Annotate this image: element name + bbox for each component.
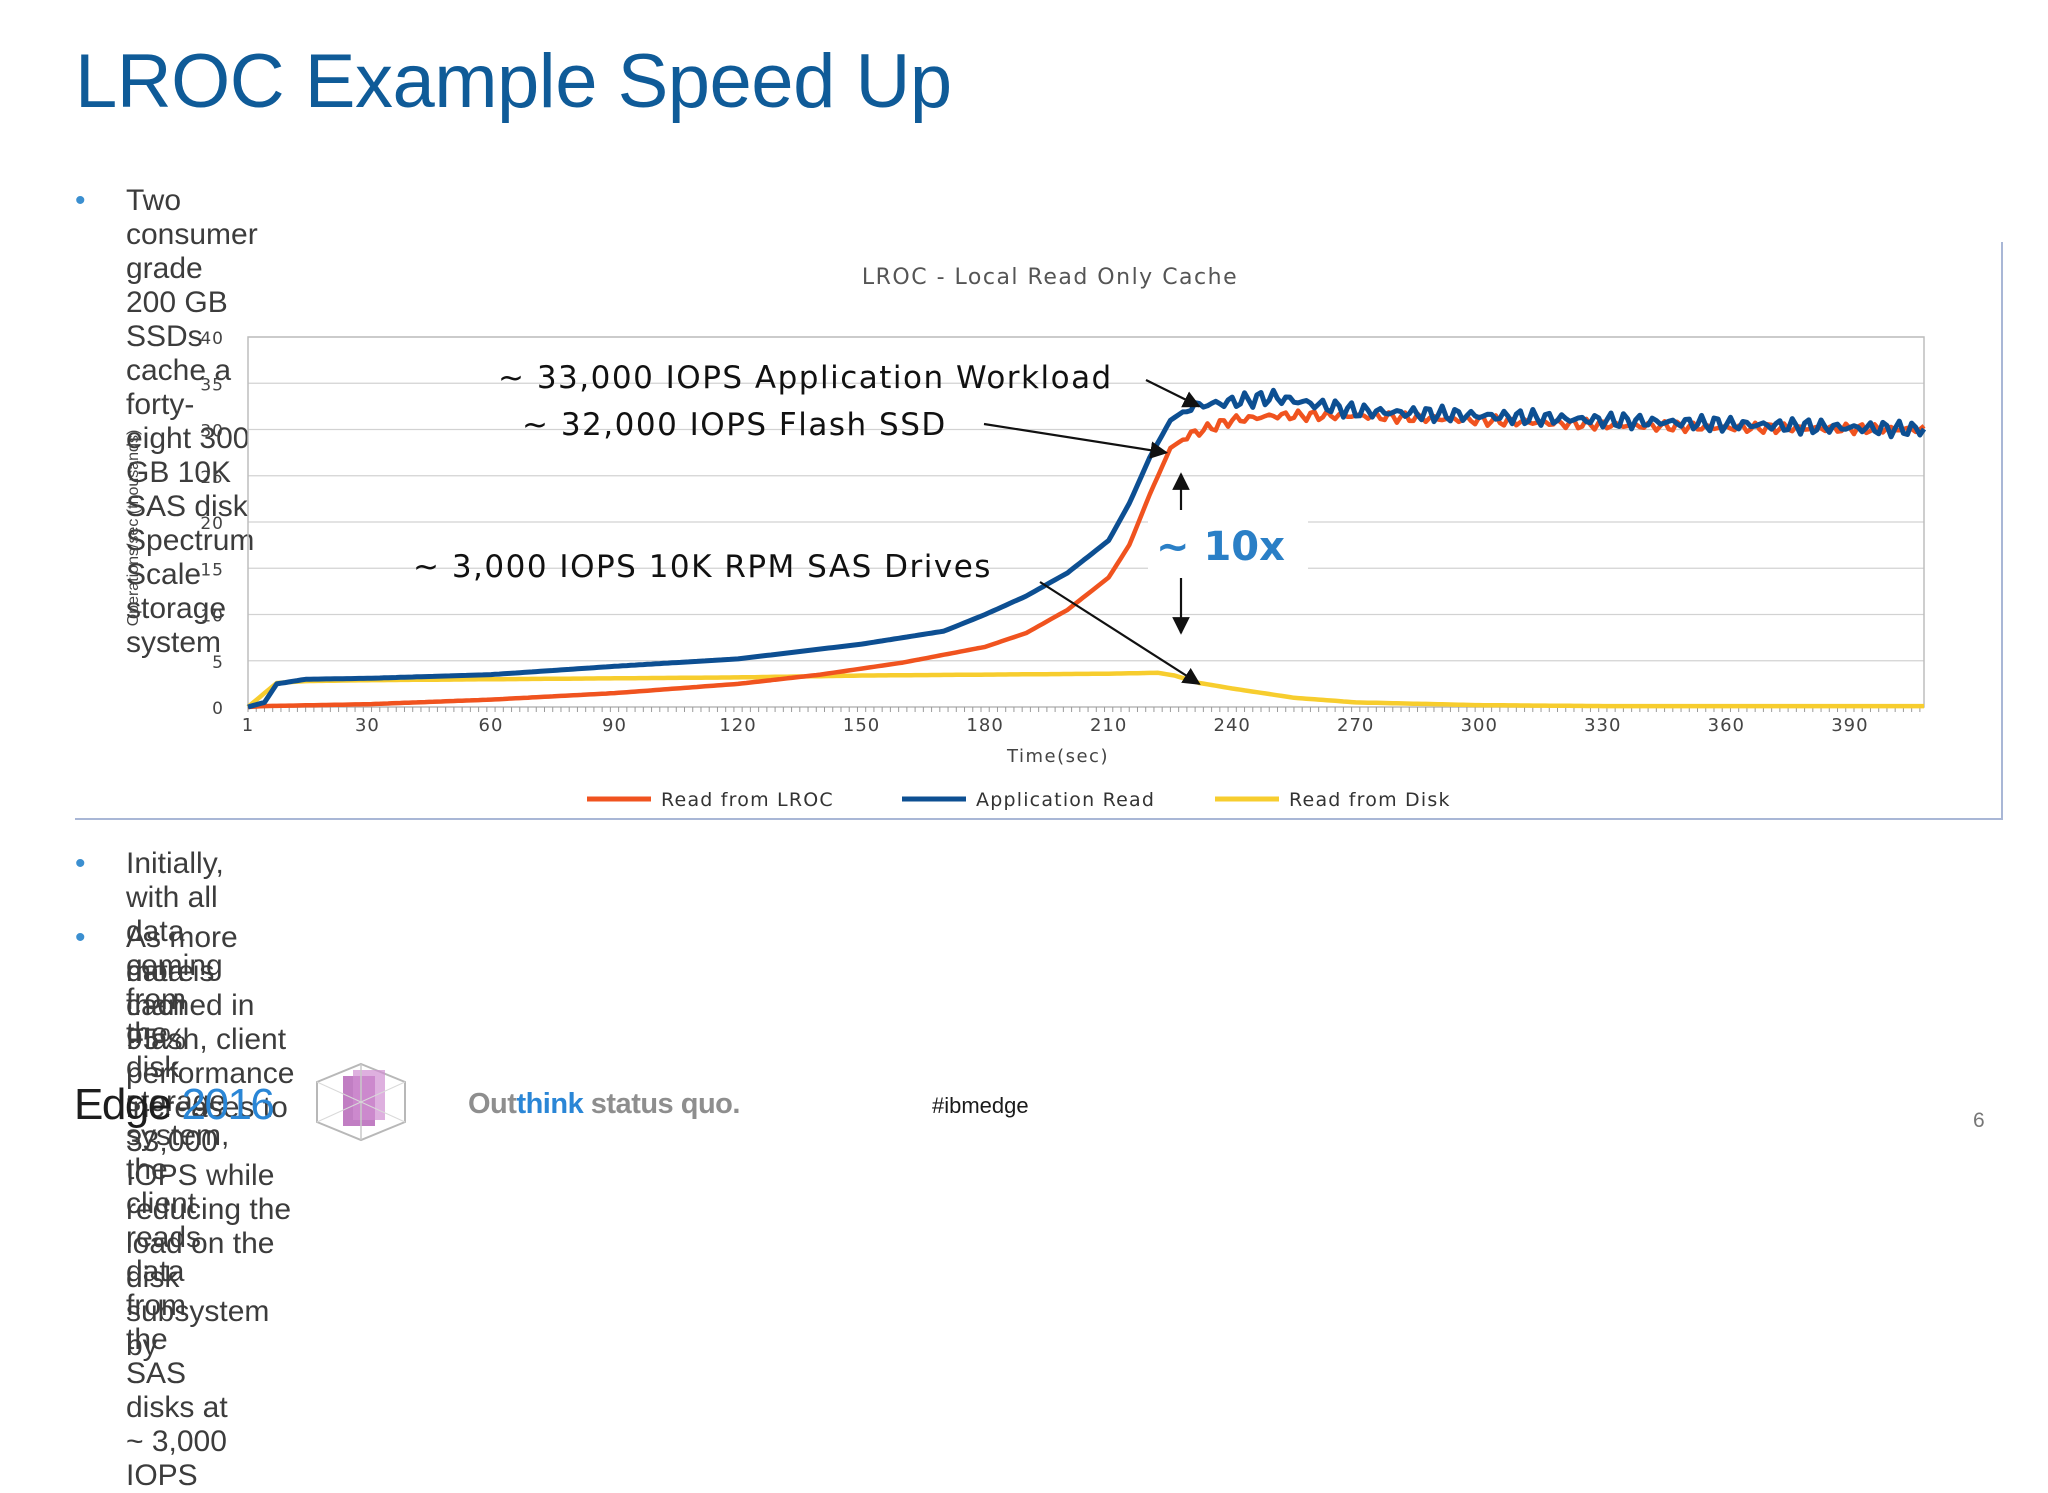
annotation-10x: ~ 10x [1156,524,1285,570]
brand-year: 2016 [181,1080,275,1129]
callout-bg [1148,520,1308,570]
bullet-dot: • [75,184,86,217]
chart-frame [75,242,2003,820]
x-tick-label: 60 [479,715,504,736]
arrow-flash-ssd [983,422,1169,459]
arrow-sas-drives [1039,581,1201,685]
hashtag: #ibmedge [932,1093,1029,1118]
x-tick-label: 150 [843,715,880,736]
x-tick-label: 210 [1090,715,1127,736]
bullet-dot: • [75,921,86,954]
y-tick-label: 20 [200,514,224,534]
y-tick-label: 35 [200,375,224,395]
x-tick-label: 240 [1214,715,1251,736]
x-tick-label: 330 [1584,715,1621,736]
tagline-think: think [516,1088,584,1120]
x-tick-label: 90 [602,715,627,736]
x-tick-label: 1 [242,715,254,736]
tagline-rest: status quo. [583,1088,741,1120]
annotation-app-workload: ~ 33,000 IOPS Application Workload [498,360,1113,396]
page-number: 6 [1973,1109,1985,1132]
bullet-text: more than 95% [126,955,195,1056]
chart-title: LROC - Local Read Only Cache [862,265,1238,290]
cube-logo-icon [316,1062,406,1142]
y-axis-label: Operations/sec (thousands) [125,430,142,627]
y-tick-label: 40 [200,329,224,349]
x-axis-label: Time(sec) [1006,746,1109,767]
series-line-2 [246,670,1924,709]
legend-label: Read from Disk [1289,789,1451,811]
y-tick-label: 10 [200,607,224,627]
x-tick-label: 270 [1337,715,1374,736]
footer-tagline: Outthink status quo. [468,1088,740,1121]
x-tick-label: 390 [1831,715,1868,736]
brand-name: Edge [74,1080,172,1129]
tagline-out: Out [468,1088,517,1120]
y-tick-label: 0 [212,699,224,719]
y-tick-label: 15 [200,560,224,580]
x-tick-label: 180 [966,715,1003,736]
legend-label: Application Read [976,789,1155,811]
slide-title: LROC Example Speed Up [75,39,952,124]
x-tick-label: 120 [719,715,756,736]
x-tick-label: 360 [1708,715,1745,736]
lroc-chart: LROC - Local Read Only Cache 0 5 10 15 20 25 30… [125,265,1927,811]
y-tick-label: 5 [212,653,224,673]
series-line-1 [247,387,1927,710]
arrow-app-workload [1145,379,1201,408]
x-tick-label: 300 [1461,715,1498,736]
y-tick-label: 30 [200,422,224,442]
x-tick-label: 30 [355,715,380,736]
bullet-text: Two consumer grade 200 GB SSDs cache a f… [126,184,258,659]
annotation-flash-ssd: ~ 32,000 IOPS Flash SSD [522,407,947,443]
annotation-sas-drives: ~ 3,000 IOPS 10K RPM SAS Drives [413,549,992,585]
edge-logo: Edge 2016 [74,1080,275,1130]
legend-label: Read from LROC [661,789,834,811]
bullet-dot: • [75,847,86,880]
y-tick-label: 25 [200,468,224,488]
plot-area [247,336,1925,708]
